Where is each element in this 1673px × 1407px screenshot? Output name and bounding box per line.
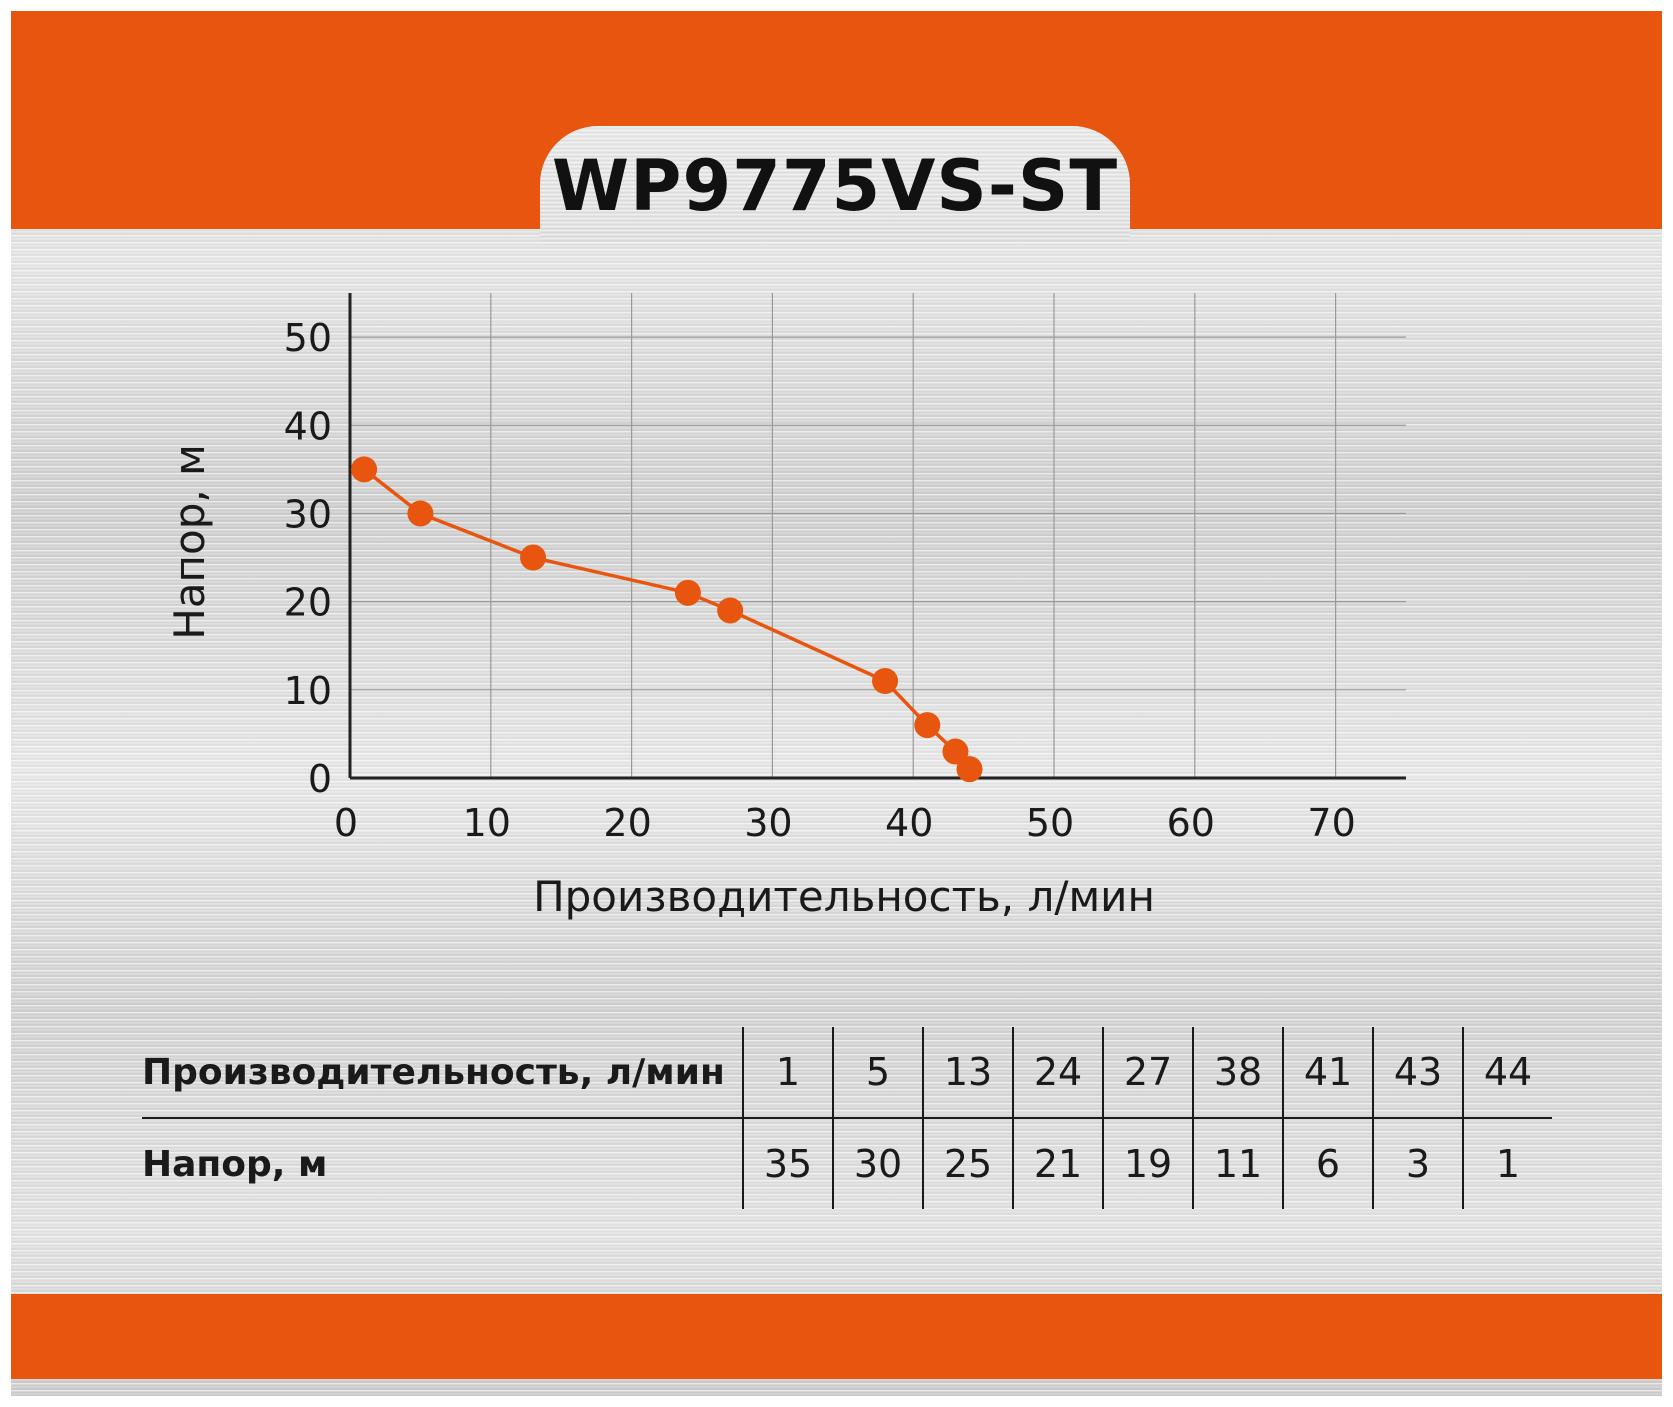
data-point: [717, 597, 744, 624]
data-point: [872, 668, 899, 694]
flow-cell: 5: [832, 1027, 923, 1119]
x-axis-label: Производительность, л/мин: [533, 872, 1155, 921]
x-tick-label: 50: [1026, 801, 1074, 845]
model-title: WP9775VS-ST: [551, 145, 1119, 227]
flow-cell: 43: [1372, 1027, 1463, 1119]
data-point: [351, 456, 378, 483]
head-flow-chart: 0 10 20 30 40 50 60 70 0 10 20 30 40 50 Производитель…: [165, 293, 1406, 921]
x-tick-label: 10: [463, 801, 511, 845]
x-tick-label: 30: [744, 801, 792, 845]
flow-cell: 13: [922, 1027, 1013, 1119]
data-point: [956, 756, 983, 783]
chart-tick-labels: 0 10 20 30 40 50 60 70 0 10 20 30 40 50: [284, 316, 1356, 845]
head-cell: 21: [1012, 1118, 1103, 1209]
flow-cell: 44: [1462, 1027, 1552, 1119]
head-cell: 25: [922, 1118, 1013, 1209]
title-tab: [540, 126, 1130, 241]
y-tick-label: 50: [284, 316, 332, 360]
bottom-orange-band: [11, 1294, 1662, 1379]
data-point: [942, 738, 969, 765]
x-tick-label: 20: [603, 801, 651, 845]
chart-grid: [350, 293, 1406, 778]
head-cell: 30: [832, 1118, 923, 1209]
data-point: [520, 544, 547, 571]
flow-cell: 1: [742, 1027, 833, 1119]
head-cell: 19: [1102, 1118, 1193, 1209]
flow-cell: 24: [1012, 1027, 1103, 1119]
spec-card: WP9775VS-ST 0 10 20 30 40 50 60 70 0 10 20 30 40 50 П…: [11, 11, 1662, 1396]
series-line: [363, 467, 971, 771]
row-label-head: Напор, м: [142, 1143, 328, 1185]
table-row-flow: Производительность, л/мин 1 5 13 24 27 3…: [142, 1027, 1552, 1119]
performance-table: Производительность, л/мин 1 5 13 24 27 3…: [142, 1027, 1552, 1209]
x-tick-label: 60: [1167, 801, 1215, 845]
data-point: [914, 712, 941, 739]
y-tick-label: 40: [284, 404, 332, 448]
head-cell: 11: [1192, 1118, 1283, 1209]
row-label-flow: Производительность, л/мин: [142, 1027, 743, 1119]
flow-cell: 41: [1282, 1027, 1373, 1119]
y-tick-label: 20: [284, 581, 332, 625]
chart-axes: [348, 293, 1406, 780]
data-point: [407, 500, 434, 527]
x-tick-label: 40: [885, 801, 933, 845]
y-tick-label: 30: [284, 492, 332, 536]
y-axis-label: Напор, м: [165, 444, 214, 640]
flow-cell: 27: [1102, 1027, 1193, 1119]
x-tick-label: 0: [334, 801, 358, 845]
table-row-head: Напор, м 35 30 25 21 19 11 6 3 1: [142, 1118, 1552, 1209]
head-cell: 35: [742, 1118, 833, 1209]
head-cell: 3: [1372, 1118, 1463, 1209]
x-tick-label: 70: [1307, 801, 1355, 845]
head-cell: 1: [1462, 1118, 1552, 1209]
flow-cell: 38: [1192, 1027, 1283, 1119]
chart-series: [351, 456, 983, 783]
y-tick-label: 0: [308, 757, 332, 801]
y-tick-label: 10: [284, 669, 332, 713]
data-point: [674, 579, 701, 606]
head-cell: 6: [1282, 1118, 1373, 1209]
